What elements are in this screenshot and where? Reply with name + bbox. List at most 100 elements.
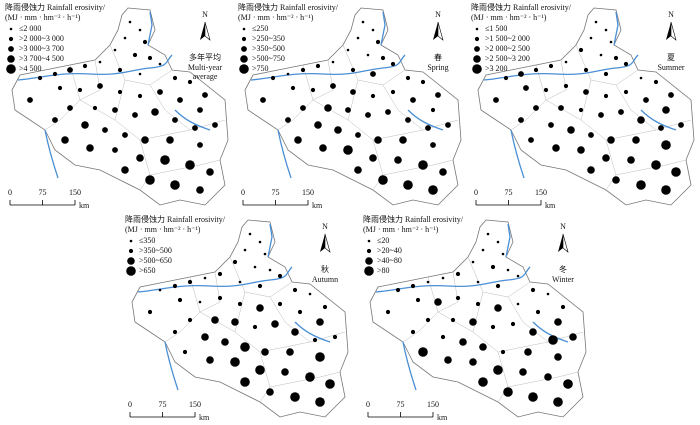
scale-label: 0 xyxy=(474,188,478,197)
season-en: Autumn xyxy=(312,275,338,284)
river xyxy=(532,321,569,343)
scale-label: 150 xyxy=(69,188,81,197)
station-dot xyxy=(294,136,302,144)
legend-label: >650 xyxy=(139,266,156,275)
station-dot xyxy=(248,232,252,236)
station-dot xyxy=(479,343,487,351)
station-dot xyxy=(533,105,539,111)
scale-label: 0 xyxy=(128,400,132,409)
station-dot xyxy=(613,55,619,61)
station-dot xyxy=(37,75,43,81)
north-arrow xyxy=(666,22,671,40)
station-dot xyxy=(425,125,431,131)
station-dot xyxy=(390,89,396,95)
station-dot xyxy=(371,28,375,32)
station-dot xyxy=(399,136,407,144)
station-dot xyxy=(305,372,315,382)
station-dot xyxy=(535,309,541,315)
river xyxy=(380,11,386,46)
station-dot xyxy=(375,39,381,45)
station-dot xyxy=(518,71,524,77)
station-dot xyxy=(331,60,335,64)
city-boundary xyxy=(382,84,424,131)
city-boundary xyxy=(545,99,582,121)
province-outline xyxy=(369,219,587,418)
legend-label: ≤20 xyxy=(377,236,389,245)
north-arrow-outline xyxy=(670,21,677,41)
station-dot xyxy=(316,318,324,326)
station-dot xyxy=(516,302,520,306)
station-dot xyxy=(166,136,174,144)
station-dot xyxy=(231,318,239,326)
station-dot xyxy=(587,166,595,174)
legend-symbol xyxy=(8,46,14,52)
station-dot xyxy=(147,55,153,61)
legend-label: >750 xyxy=(252,64,269,73)
city-boundary xyxy=(114,79,226,141)
station-dot xyxy=(128,20,132,24)
legend-label: >500~650 xyxy=(139,256,172,265)
station-dot xyxy=(52,71,58,77)
legend-label: >80 xyxy=(377,266,390,275)
station-dot xyxy=(637,116,645,124)
station-dot xyxy=(312,337,318,343)
station-dot xyxy=(445,122,451,128)
station-dot xyxy=(553,397,563,407)
station-dot xyxy=(141,136,149,144)
legend-label: >20~40 xyxy=(377,246,402,255)
station-dot xyxy=(277,273,283,279)
river xyxy=(277,129,292,179)
city-boundary xyxy=(347,79,459,141)
north-label: N xyxy=(668,10,674,19)
station-dot xyxy=(569,333,577,341)
city-boundary xyxy=(234,291,346,353)
station-dot xyxy=(268,268,272,272)
city-boundary xyxy=(575,44,639,86)
station-dot xyxy=(602,154,610,162)
scale-label: 75 xyxy=(39,188,47,197)
season-zh: 冬 xyxy=(559,264,567,274)
station-dot xyxy=(132,112,138,118)
station-dot xyxy=(374,136,382,144)
station-dot xyxy=(187,279,193,285)
north-label: N xyxy=(560,222,566,231)
city-boundary xyxy=(342,44,406,86)
station-dot xyxy=(221,338,229,346)
station-dot xyxy=(260,97,266,103)
station-dot xyxy=(253,265,257,269)
station-dot xyxy=(560,304,566,310)
station-dot xyxy=(490,264,496,270)
station-dot xyxy=(243,248,247,252)
legend-label: >4 500 xyxy=(19,64,42,73)
station-dot xyxy=(355,132,361,138)
station-dot xyxy=(548,63,554,69)
station-dot xyxy=(61,136,69,144)
station-dot xyxy=(350,89,356,95)
river xyxy=(407,109,444,131)
station-dot xyxy=(281,368,289,376)
station-dot xyxy=(117,67,123,73)
station-dot xyxy=(138,72,142,76)
river xyxy=(174,109,211,131)
scale-unit: km xyxy=(79,201,90,210)
station-dot xyxy=(285,117,291,123)
station-dot xyxy=(145,175,155,185)
station-dot xyxy=(589,36,593,40)
station-dot xyxy=(444,356,452,364)
station-dot xyxy=(261,348,269,356)
legend-symbol xyxy=(474,46,480,52)
station-dot xyxy=(385,109,391,115)
station-dot xyxy=(405,117,411,123)
station-dot xyxy=(678,122,684,128)
legend-title: 降雨侵蚀力 Rainfall erosivity/ xyxy=(238,2,339,12)
station-dot xyxy=(506,268,510,272)
station-dot xyxy=(277,301,283,307)
station-dot xyxy=(286,72,290,76)
city-boundary xyxy=(79,99,116,121)
station-dot xyxy=(405,75,411,81)
station-dot xyxy=(528,392,538,402)
station-dot xyxy=(187,79,193,85)
station-dot xyxy=(136,154,144,162)
station-dot xyxy=(459,338,467,346)
station-dot xyxy=(455,295,461,301)
